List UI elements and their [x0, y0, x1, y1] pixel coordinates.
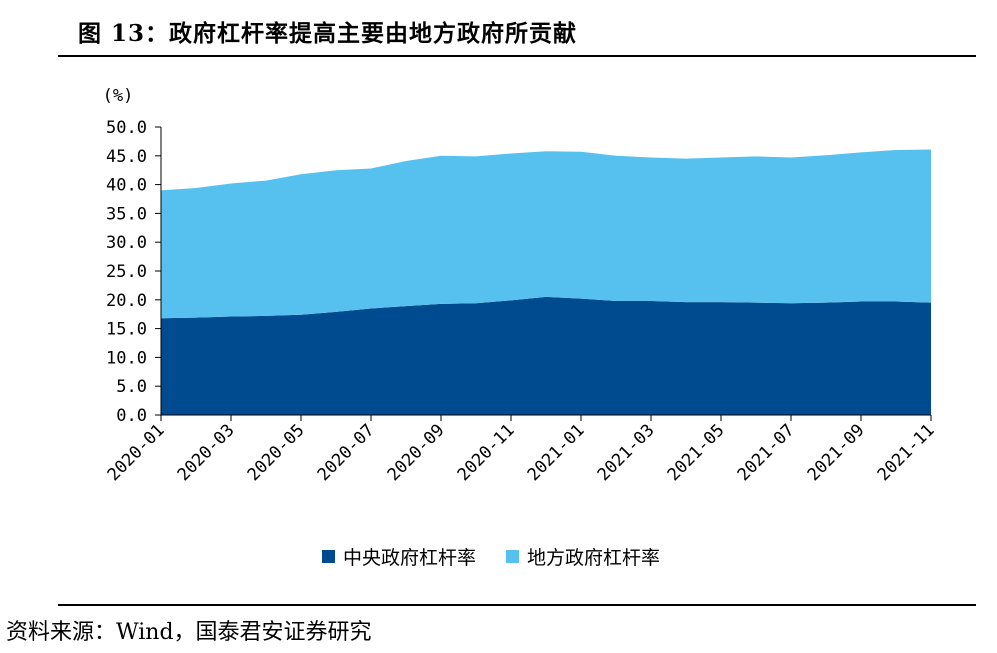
y-tick-label: 5.0	[116, 377, 147, 397]
source-text: Wind，国泰君安证券研究	[116, 620, 372, 645]
y-tick-label: 50.0	[106, 118, 147, 138]
area-series-0	[161, 296, 931, 415]
area-series-1	[161, 149, 931, 319]
source-label: 资料来源：	[6, 620, 117, 645]
y-tick-label: 25.0	[106, 262, 147, 282]
x-tick-label: 2020-09	[384, 420, 449, 485]
x-tick-label: 2020-07	[314, 420, 379, 485]
chart-area: 50.0 45.0 40.0 35.0 30.0 25.0 20.0 15.0 10.0 5.0 0…	[103, 86, 939, 485]
y-tick-label: 15.0	[106, 320, 147, 340]
x-tick-label: 2021-05	[664, 420, 729, 485]
legend-item-local: 地方政府杠杆率	[506, 543, 660, 570]
x-tick-label: 2021-01	[524, 420, 589, 485]
x-tick-label: 2020-05	[244, 420, 309, 485]
x-tick-label: 2020-01	[104, 420, 169, 485]
y-tick-label: 0.0	[116, 406, 147, 426]
chart-title: 图 13：政府杠杆率提高主要由地方政府所贡献	[78, 20, 578, 47]
y-tick-label: 45.0	[106, 147, 147, 167]
y-tick-label: 10.0	[106, 348, 147, 368]
x-tick-label: 2021-07	[734, 420, 799, 485]
y-tick-label: 40.0	[106, 176, 147, 196]
legend-label-central: 中央政府杠杆率	[343, 547, 477, 569]
x-tick-label: 2021-09	[804, 420, 869, 485]
legend-item-central: 中央政府杠杆率	[322, 543, 476, 570]
x-tick-label: 2020-03	[174, 420, 239, 485]
y-tick-label: 35.0	[106, 204, 147, 224]
x-tick-label: 2021-03	[594, 420, 659, 485]
legend-label-local: 地方政府杠杆率	[527, 547, 661, 569]
y-tick-label: 30.0	[106, 233, 147, 253]
legend-swatch-local	[506, 550, 520, 563]
legend-swatch-central	[322, 550, 335, 563]
legend: 中央政府杠杆率 地方政府杠杆率	[322, 543, 690, 570]
x-tick-label: 2020-11	[454, 420, 519, 485]
bottom-rule	[58, 604, 976, 606]
x-tick-label: 2021-11	[874, 420, 939, 485]
top-rule	[58, 55, 976, 57]
y-tick-label: 20.0	[106, 291, 147, 311]
y-unit-label: (%)	[103, 86, 134, 106]
source-note: 资料来源：Wind，国泰君安证券研究	[6, 614, 372, 646]
